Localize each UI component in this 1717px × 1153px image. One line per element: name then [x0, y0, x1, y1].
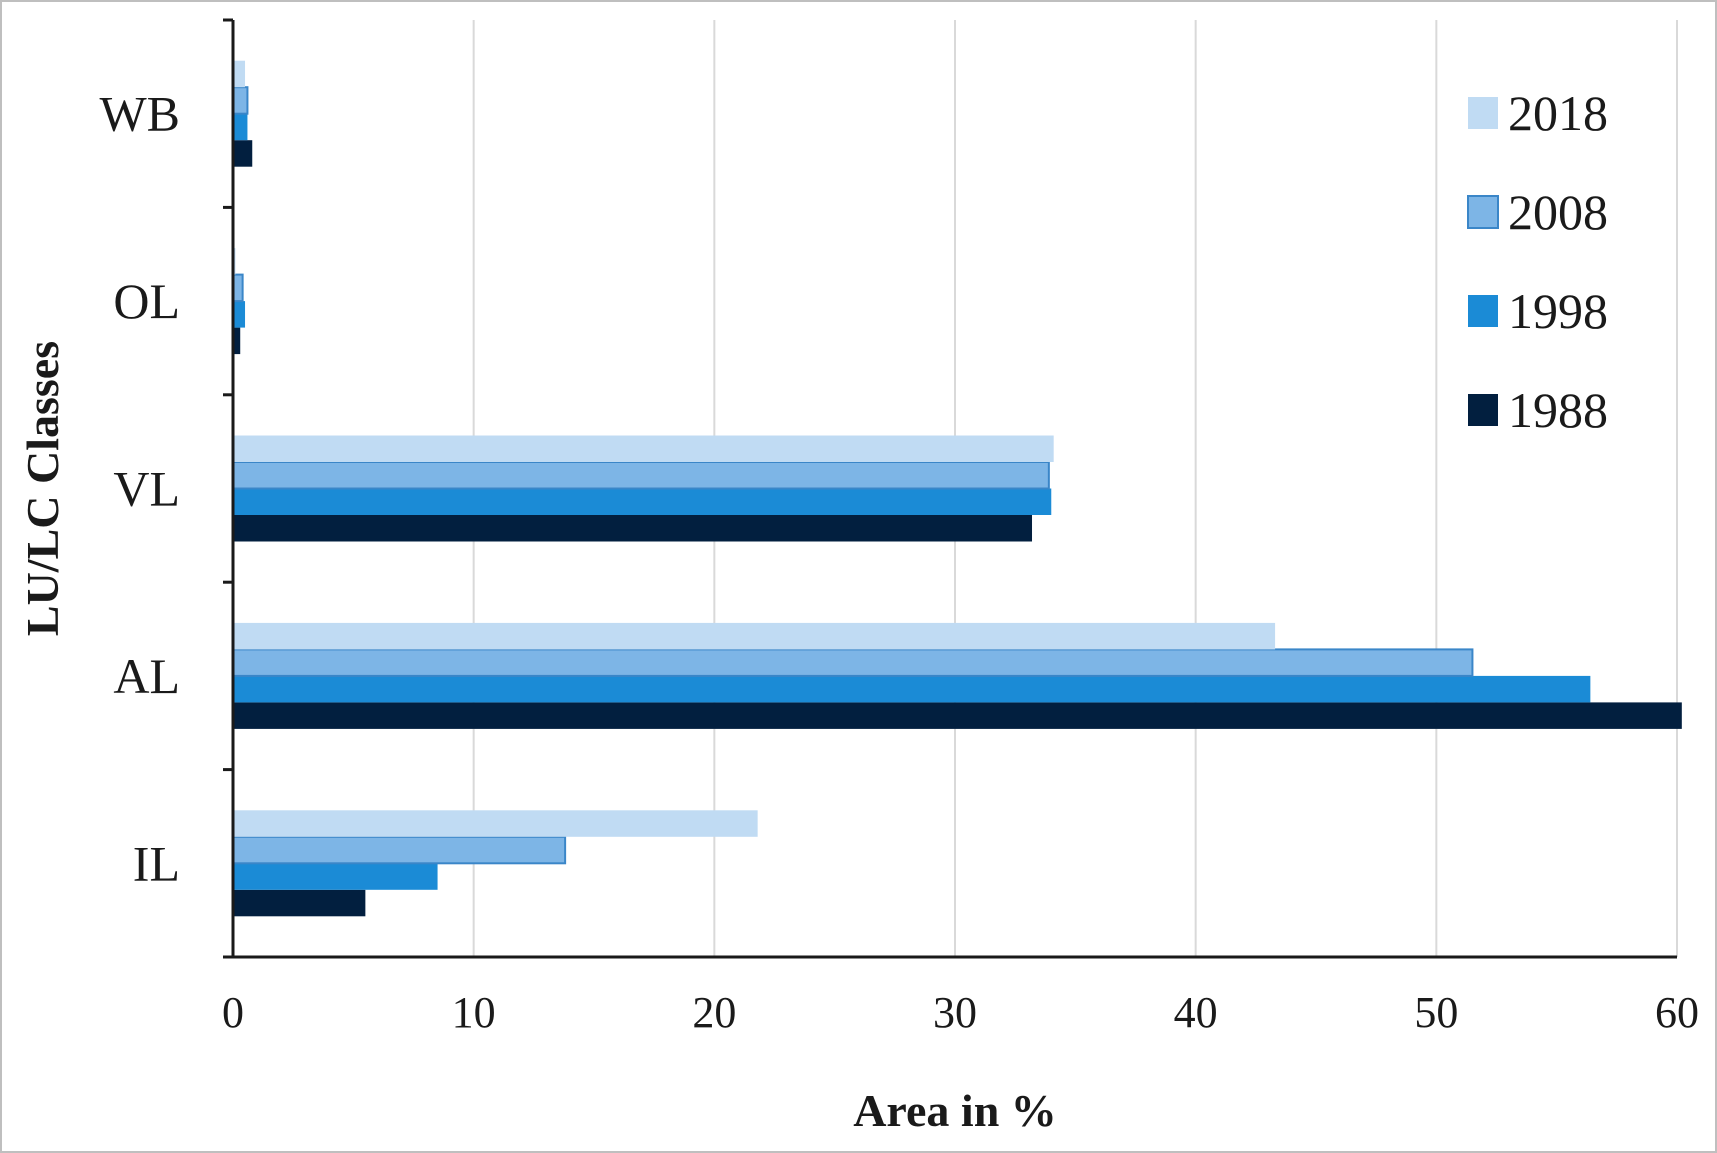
- bars: [232, 60, 1682, 917]
- bar-wb-1998: [233, 113, 248, 141]
- x-tick-label-60: 60: [1655, 988, 1699, 1037]
- bar-il-1988: [233, 889, 366, 917]
- x-tick-label-10: 10: [452, 988, 496, 1037]
- bar-wb-2008: [232, 86, 249, 115]
- legend-label-2018: 2018: [1508, 85, 1608, 141]
- y-axis-title: LU/LC Classes: [17, 341, 68, 636]
- category-label-il: IL: [133, 835, 180, 891]
- legend-label-1988: 1988: [1508, 382, 1608, 438]
- category-label-wb: WB: [99, 86, 180, 142]
- bar-il-2008: [232, 835, 567, 865]
- bar-ol-1998: [233, 301, 246, 328]
- category-label-vl: VL: [113, 461, 180, 517]
- legend-swatch-2008: [1467, 195, 1499, 229]
- x-tick-label-40: 40: [1174, 988, 1218, 1037]
- legend-swatch-1998: [1468, 295, 1498, 327]
- bar-al-1988: [233, 702, 1682, 729]
- bar-vl-2008: [232, 461, 1050, 490]
- x-tick-label-50: 50: [1414, 988, 1458, 1037]
- x-tick-label-30: 30: [933, 988, 977, 1037]
- category-labels: IL AL VL OL WB: [99, 86, 180, 892]
- bar-vl-2018: [233, 435, 1054, 462]
- bar-ol-1988: [233, 327, 241, 355]
- legend: 2018 2008 1998 1988: [1467, 85, 1608, 438]
- legend-swatch-1988: [1468, 394, 1498, 426]
- legend-label-2008: 2008: [1508, 184, 1608, 240]
- axes: [223, 18, 1677, 959]
- category-label-ol: OL: [113, 273, 180, 329]
- category-label-al: AL: [113, 648, 180, 704]
- bar-al-2018: [233, 622, 1276, 650]
- bar-vl-1988: [233, 515, 1033, 542]
- legend-swatch-2018: [1468, 97, 1498, 129]
- bar-al-1998: [233, 675, 1591, 703]
- x-tick-label-20: 20: [692, 988, 736, 1037]
- bar-wb-2018: [233, 60, 246, 88]
- x-axis-title: Area in %: [853, 1085, 1057, 1136]
- bar-al-2008: [232, 648, 1474, 677]
- x-tick-labels: 0 10 20 30 40 50 60: [222, 988, 1699, 1037]
- bar-wb-1988: [233, 140, 253, 167]
- x-tick-label-0: 0: [222, 988, 244, 1037]
- bar-vl-1998: [233, 488, 1052, 515]
- bar-il-2018: [233, 810, 758, 837]
- bar-il-1998: [233, 863, 438, 890]
- legend-label-1998: 1998: [1508, 283, 1608, 339]
